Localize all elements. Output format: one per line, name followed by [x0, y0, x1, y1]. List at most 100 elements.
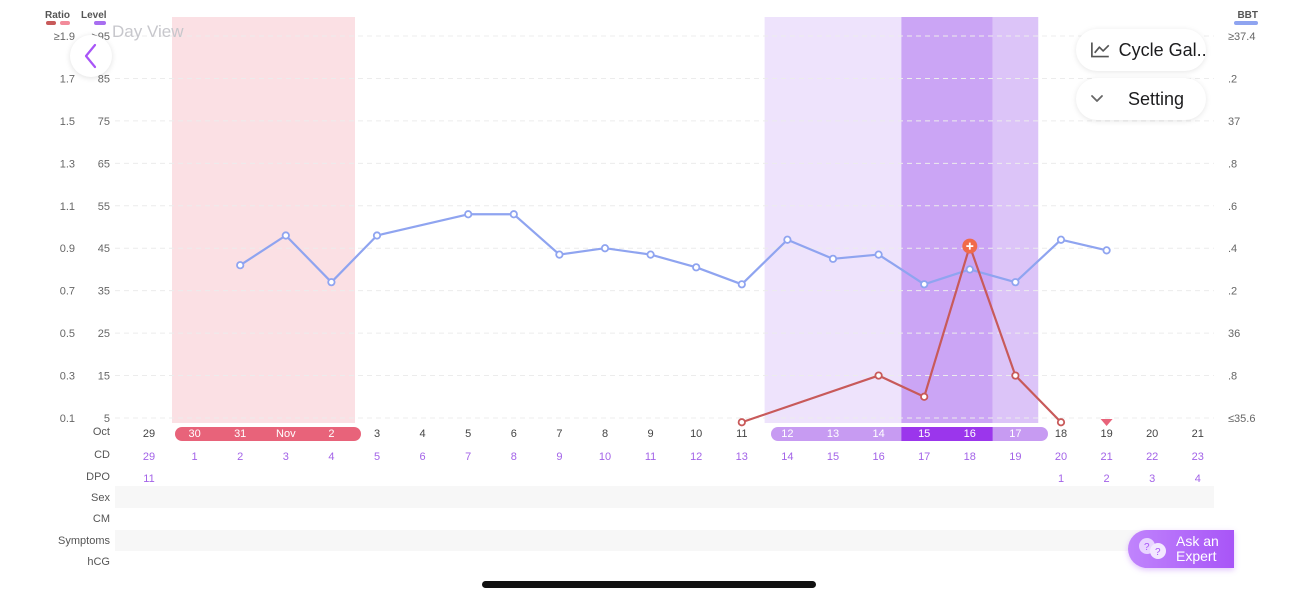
- cd-label: 15: [827, 451, 839, 463]
- level-tick-label: 15: [98, 371, 110, 383]
- bbt-point: [600, 244, 610, 253]
- cd-label: 22: [1146, 451, 1158, 463]
- cd-label: 14: [781, 451, 793, 463]
- cd-label: 3: [283, 451, 289, 463]
- bbt-point: [692, 263, 701, 272]
- bbt-point: [464, 210, 473, 219]
- bbt-point: [646, 250, 655, 259]
- page-title: Day View: [112, 22, 184, 41]
- chevron-down-icon: [1091, 95, 1103, 102]
- date-label: 3: [374, 428, 380, 440]
- cd-label: 29: [143, 451, 155, 463]
- date-label: 13: [827, 428, 839, 440]
- cd-label: 8: [511, 451, 517, 463]
- bbt-point: [1011, 278, 1020, 287]
- bbt-tick-label: ≤35.6: [1228, 413, 1255, 425]
- ratio-tick-label: 0.1: [60, 413, 75, 425]
- svg-text:?: ?: [1144, 542, 1150, 553]
- bbt-point: [509, 210, 518, 219]
- cd-label: 9: [556, 451, 562, 463]
- ratio-tick-label: ≥1.9: [54, 31, 75, 43]
- cd-label: 12: [690, 451, 702, 463]
- bbt-tick-label: .4: [1228, 243, 1237, 255]
- legend-ratio-swatch: [46, 21, 56, 25]
- date-label: 17: [1009, 428, 1021, 440]
- peak-plus-icon: [966, 242, 974, 250]
- dpo-label: 3: [1149, 473, 1155, 485]
- date-label: 10: [690, 428, 702, 440]
- home-indicator: [482, 581, 816, 588]
- cycle-gallery-button[interactable]: Cycle Gal...: [1076, 29, 1206, 71]
- bbt-point: [236, 261, 245, 270]
- level-tick-label: 55: [98, 201, 110, 213]
- bbt-tick-label: .8: [1228, 371, 1237, 383]
- cd-label: 19: [1009, 451, 1021, 463]
- ratio-point: [1056, 418, 1066, 427]
- bbt-point: [555, 250, 564, 259]
- ratio-tick-label: 1.7: [60, 73, 75, 85]
- level-tick-label: 25: [98, 328, 110, 340]
- row-label: hCG: [87, 556, 110, 568]
- ratio-tick-label: 1.3: [60, 158, 75, 170]
- date-label: 15: [918, 428, 930, 440]
- ratio-point: [1011, 371, 1020, 380]
- level-tick-label: 65: [98, 158, 110, 170]
- cd-label: 18: [964, 451, 976, 463]
- ratio-tick-label: 1.5: [60, 116, 75, 128]
- bbt-point: [1056, 235, 1066, 244]
- row-background: [115, 530, 1214, 551]
- cd-label: 2: [237, 451, 243, 463]
- legend-ratio-swatch: [60, 21, 70, 25]
- ratio-tick-label: 0.9: [60, 243, 75, 255]
- setting-button[interactable]: Setting: [1076, 78, 1206, 120]
- period-band: [172, 17, 355, 423]
- bbt-point: [281, 231, 290, 240]
- level-tick-label: 85: [98, 73, 110, 85]
- bbt-point: [372, 231, 382, 240]
- legend-ratio-label: Ratio: [45, 10, 70, 21]
- cd-label: 1: [192, 451, 198, 463]
- cd-label: 5: [374, 451, 380, 463]
- cd-label: 10: [599, 451, 611, 463]
- date-label: 6: [511, 428, 517, 440]
- bbt-point: [828, 254, 838, 263]
- level-tick-label: 45: [98, 243, 110, 255]
- date-label: 2: [328, 428, 334, 440]
- svg-text:?: ?: [1155, 547, 1161, 558]
- legend-level-label: Level: [81, 10, 107, 21]
- row-label: CM: [93, 513, 110, 525]
- bbt-point: [920, 280, 929, 289]
- date-label: 14: [872, 428, 884, 440]
- ratio-point: [920, 392, 929, 401]
- ratio-point: [874, 371, 883, 380]
- cd-label: 6: [420, 451, 426, 463]
- dpo-label: 2: [1104, 473, 1110, 485]
- ratio-line: [741, 245, 1062, 424]
- post-peak-band: [992, 17, 1039, 423]
- level-tick-label: 35: [98, 286, 110, 298]
- today-marker: [1100, 419, 1113, 426]
- ratio-tick-label: 0.7: [60, 286, 75, 298]
- ratio-tick-label: 1.1: [60, 201, 75, 213]
- ratio-tick-label: 0.5: [60, 328, 75, 340]
- date-label: 21: [1192, 428, 1204, 440]
- setting-label: Setting: [1128, 88, 1185, 109]
- date-label: Nov: [276, 428, 296, 440]
- cd-label: 21: [1100, 451, 1112, 463]
- bbt-tick-label: 37: [1228, 116, 1240, 128]
- level-tick-label: 5: [104, 413, 110, 425]
- period-pill: [175, 427, 361, 441]
- ask-expert-line1: Ask an: [1176, 533, 1219, 549]
- bbt-tick-label: ≥37.4: [1228, 31, 1255, 43]
- chat-bubbles-icon: ? ?: [1139, 538, 1166, 559]
- ask-expert-button[interactable]: ? ? Ask an Expert: [1128, 530, 1234, 568]
- cd-label: 23: [1192, 451, 1204, 463]
- date-label: 30: [188, 428, 200, 440]
- date-label: 5: [465, 428, 471, 440]
- cd-label: 16: [872, 451, 884, 463]
- dpo-label: 4: [1195, 473, 1201, 485]
- bbt-point: [1102, 246, 1111, 255]
- back-button[interactable]: [70, 35, 112, 77]
- date-label: 7: [556, 428, 562, 440]
